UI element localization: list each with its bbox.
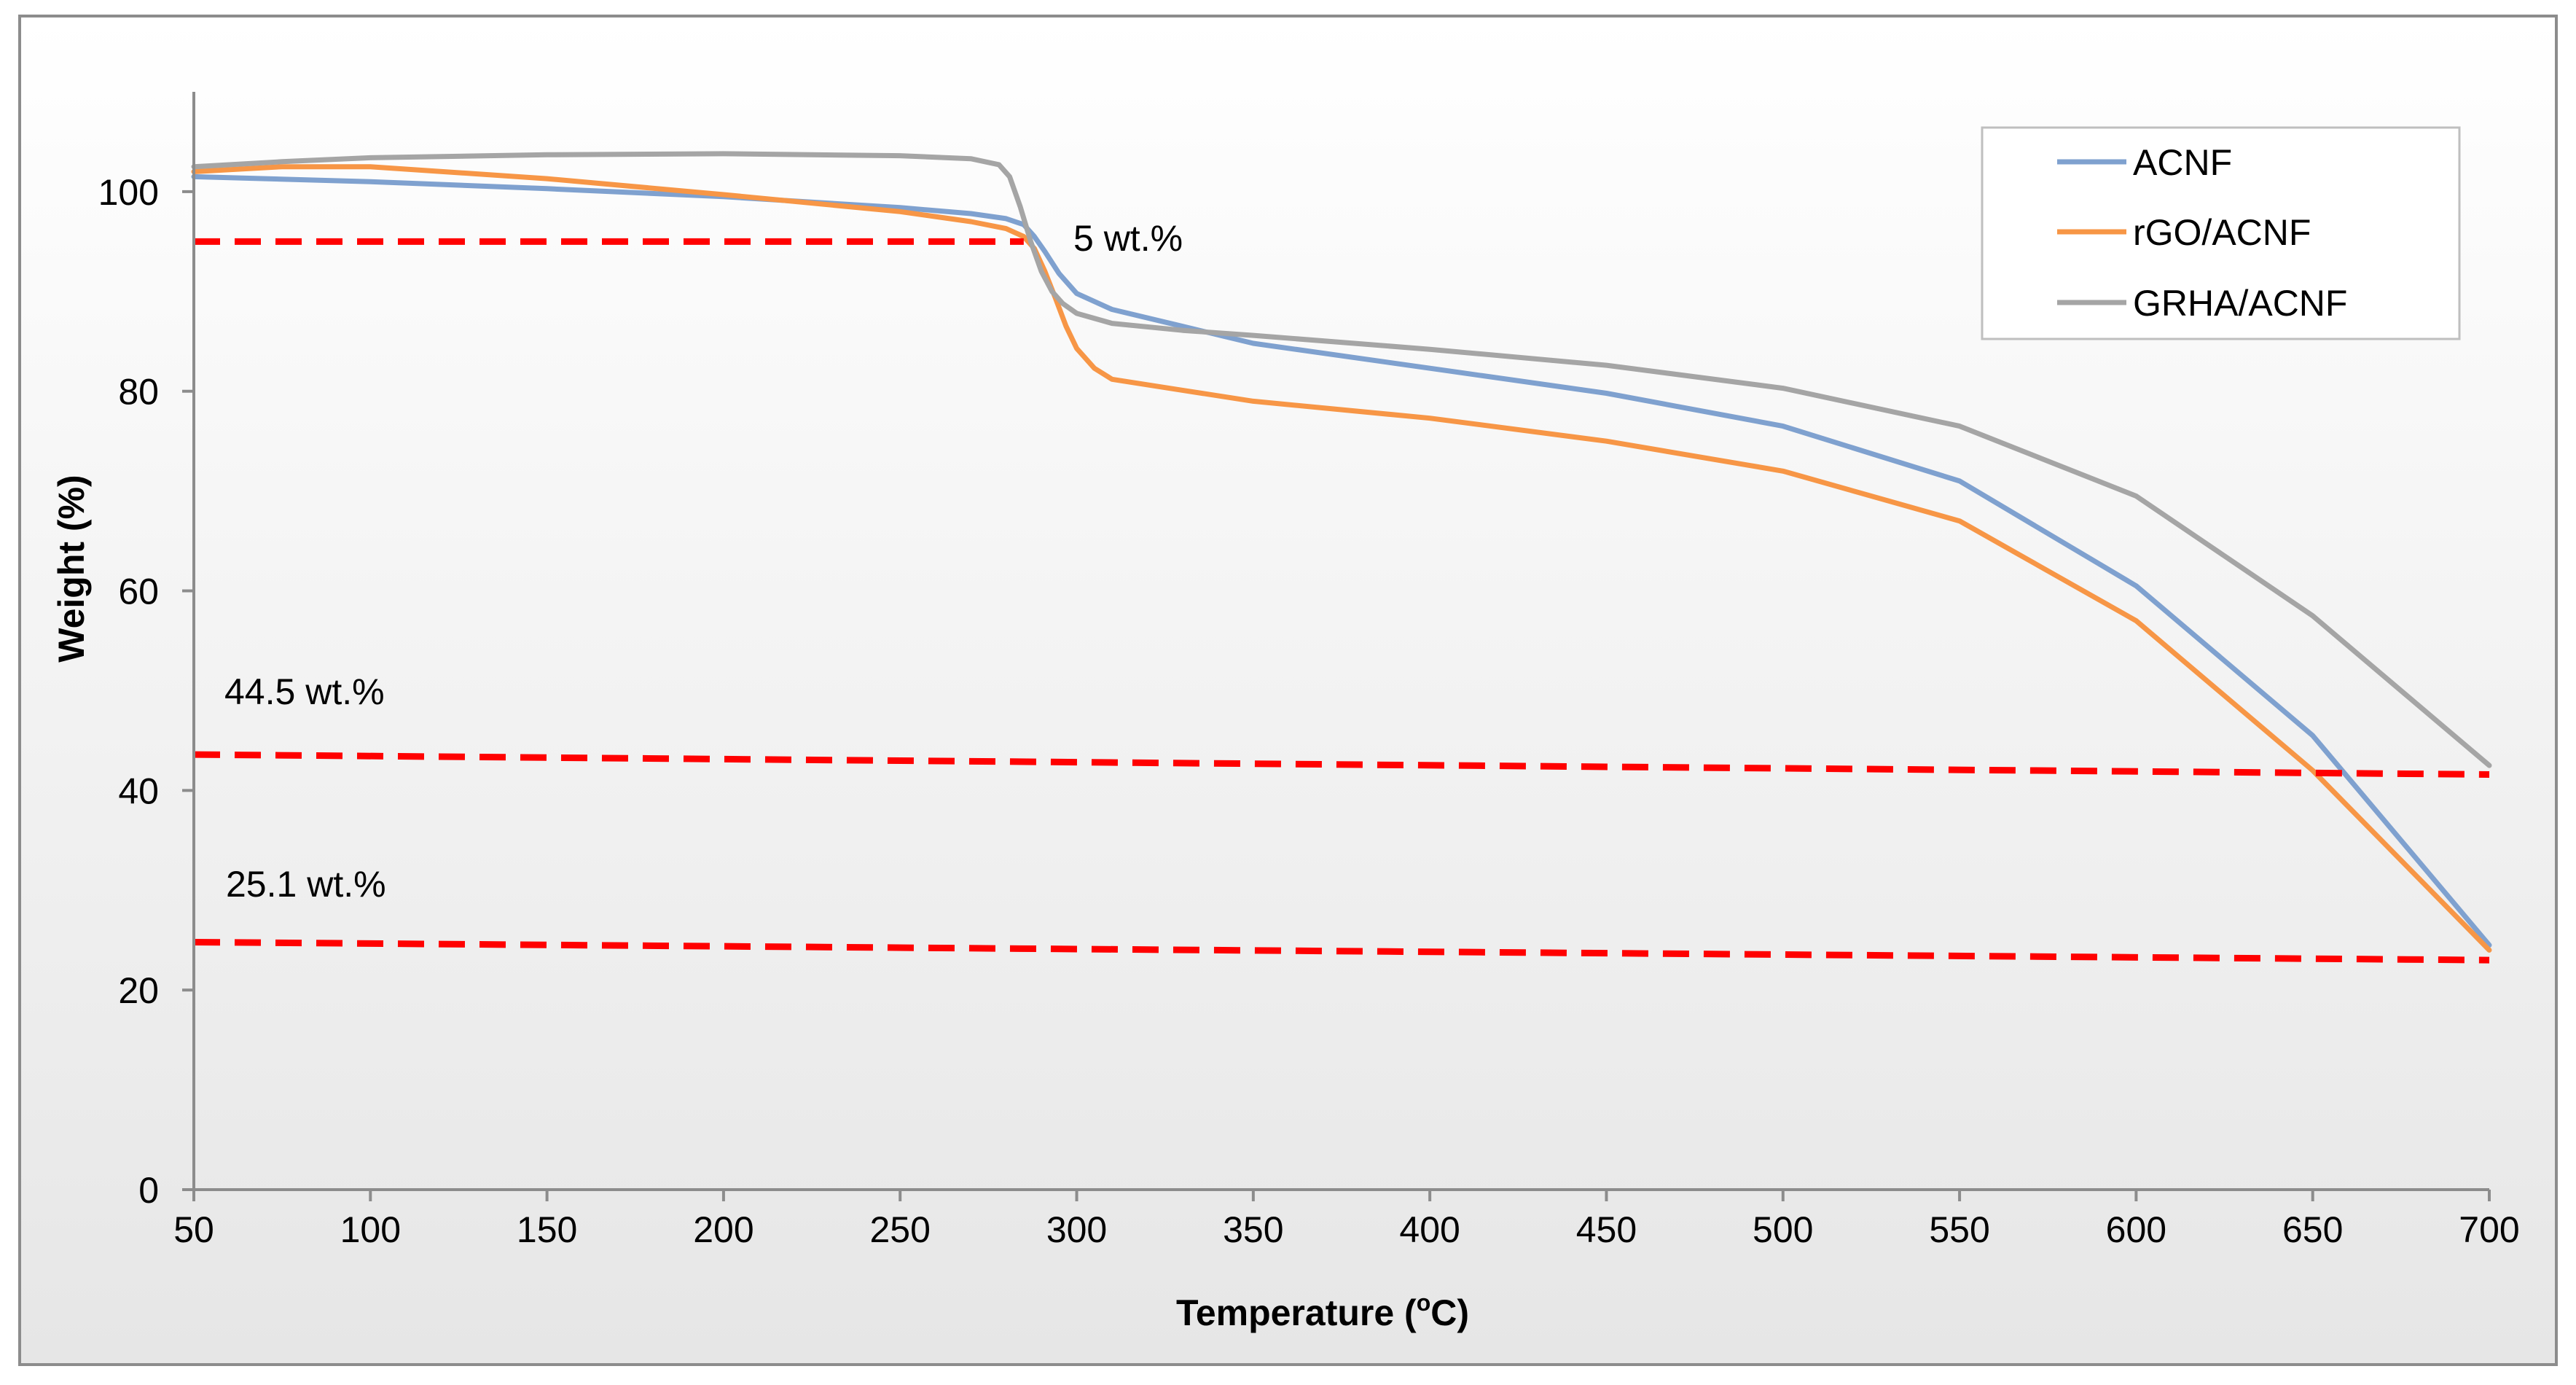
x-tick-label: 700 bbox=[2459, 1209, 2519, 1250]
legend-label-grha-acnf: GRHA/ACNF bbox=[2133, 283, 2347, 324]
y-axis-title: Weight (%) bbox=[51, 475, 92, 662]
annotation-44-5wt: 44.5 wt.% bbox=[224, 671, 385, 712]
x-tick-label: 50 bbox=[173, 1209, 214, 1250]
x-axis-ticks: 50 100 150 200 250 300 350 400 450 500 550 600 650 70… bbox=[173, 1190, 2520, 1250]
x-tick-label: 600 bbox=[2106, 1209, 2166, 1250]
x-tick-label: 350 bbox=[1223, 1209, 1283, 1250]
annotation-5wt: 5 wt.% bbox=[1073, 218, 1183, 259]
x-tick-label: 200 bbox=[693, 1209, 753, 1250]
y-tick-label: 60 bbox=[118, 571, 159, 612]
x-axis-title-main: Temperature ( bbox=[1176, 1292, 1417, 1333]
x-tick-label: 250 bbox=[870, 1209, 931, 1250]
reference-line-25-1-wt bbox=[193, 938, 2490, 964]
x-tick-label: 500 bbox=[1753, 1209, 1813, 1250]
x-tick-label: 150 bbox=[517, 1209, 577, 1250]
series-line-grha-acnf bbox=[191, 151, 2492, 768]
y-axis-ticks: 0 20 40 60 80 100 bbox=[98, 172, 194, 1211]
x-tick-label: 550 bbox=[1929, 1209, 1989, 1250]
series-line-rgo-acnf bbox=[191, 164, 2492, 953]
x-tick-label: 450 bbox=[1576, 1209, 1637, 1250]
legend-label-rgo-acnf: rGO/ACNF bbox=[2133, 212, 2311, 253]
x-tick-label: 100 bbox=[340, 1209, 401, 1250]
y-tick-label: 80 bbox=[118, 372, 159, 413]
x-axis-title-superscript: o bbox=[1417, 1290, 1431, 1316]
x-tick-label: 300 bbox=[1046, 1209, 1107, 1250]
legend-label-acnf: ACNF bbox=[2133, 142, 2232, 183]
x-axis-title-end: C) bbox=[1430, 1292, 1469, 1333]
legend: ACNF rGO/ACNF GRHA/ACNF bbox=[1981, 126, 2461, 340]
y-tick-label: 40 bbox=[118, 770, 159, 811]
plot-layer bbox=[191, 151, 2492, 964]
x-tick-label: 400 bbox=[1399, 1209, 1460, 1250]
y-tick-label: 20 bbox=[118, 970, 159, 1011]
x-tick-label: 650 bbox=[2282, 1209, 2343, 1250]
x-axis-title: Temperature (oC) bbox=[1176, 1290, 1469, 1333]
y-tick-label: 100 bbox=[98, 172, 159, 213]
reference-line-44-5-wt bbox=[193, 751, 2490, 778]
y-tick-label: 0 bbox=[138, 1170, 159, 1211]
annotation-25-1wt: 25.1 wt.% bbox=[226, 864, 386, 905]
